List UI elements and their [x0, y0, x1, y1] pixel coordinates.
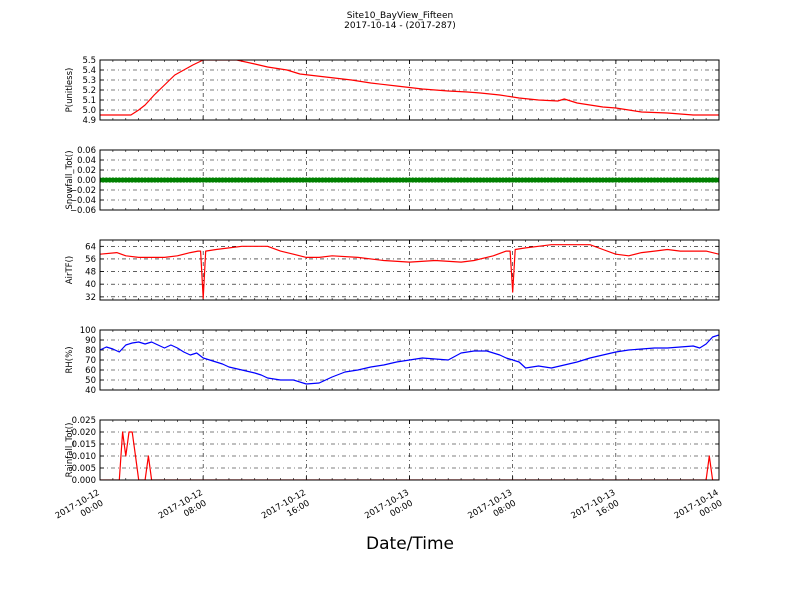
y-tick-label: 4.9 [82, 116, 96, 126]
series-1 [100, 177, 719, 183]
y-tick-label: 80 [85, 346, 96, 356]
y-tick-label: 0.010 [72, 452, 96, 462]
data-point [716, 177, 719, 183]
y-tick-label: 5.0 [82, 106, 96, 116]
y-tick-label: 90 [85, 336, 96, 346]
y-tick-label: 5.3 [82, 76, 96, 86]
y-tick-label: 0.06 [77, 146, 96, 156]
x-tick-label: 2017-10-1316:00 [570, 488, 623, 531]
y-tick-label: 56 [85, 255, 96, 265]
y-tick-label: 5.4 [82, 66, 96, 76]
y-tick-label: 0.005 [72, 464, 96, 474]
y-axis-label-1: Snowfall_Tot() [65, 150, 75, 209]
y-tick-label: 100 [80, 326, 96, 336]
y-tick-label: 0.025 [72, 416, 96, 426]
data-line-0 [100, 60, 719, 116]
panel-frame-2 [99, 239, 720, 301]
x-tick-label: 2017-10-1308:00 [466, 488, 519, 531]
x-tick-label: 2017-10-1300:00 [363, 488, 416, 531]
y-tick-label: 0.000 [72, 476, 96, 486]
x-tick-label: 2017-10-1400:00 [673, 488, 726, 531]
y-tick-label: 70 [85, 356, 96, 366]
x-tick-label: 2017-10-1208:00 [157, 488, 210, 531]
y-tick-label: 0.00 [77, 176, 96, 186]
series-3 [100, 334, 719, 385]
y-tick-label: −0.04 [70, 196, 96, 206]
panel-frame-1 [99, 149, 720, 211]
y-tick-label: 40 [85, 280, 96, 290]
y-tick-label: 5.1 [82, 96, 96, 106]
data-line-3 [100, 334, 719, 385]
panel-frame-4 [99, 419, 720, 481]
y-tick-label: −0.06 [70, 206, 96, 216]
y-tick-label: 40 [85, 386, 96, 396]
panel-1: −0.06−0.04−0.020.000.020.040.06Snowfall_… [65, 146, 720, 216]
data-line-4 [100, 431, 719, 480]
y-axis-label-2: AirTF() [65, 256, 75, 284]
panel-frame-0 [99, 59, 720, 121]
y-tick-label: 32 [85, 293, 96, 303]
y-tick-label: 0.020 [72, 428, 96, 438]
y-tick-label: 0.04 [77, 156, 96, 166]
y-tick-label: 0.015 [72, 440, 96, 450]
x-tick-label: 2017-10-1200:00 [54, 488, 107, 531]
series-4 [100, 431, 719, 480]
y-tick-label: 50 [85, 376, 96, 386]
series-0 [100, 60, 719, 116]
series-2 [100, 244, 719, 299]
y-tick-label: 5.2 [82, 86, 96, 96]
x-tick-label: 2017-10-1216:00 [260, 488, 313, 531]
panel-0: 4.95.05.15.25.35.45.5 P(unitless) [65, 56, 720, 126]
panel-2: 32 40 48 56 64 AirTF() [65, 239, 720, 303]
y-tick-label: 48 [85, 268, 96, 278]
y-axis-label-4: Rainfall_Tot() [65, 423, 75, 478]
y-tick-label: 5.5 [82, 56, 96, 66]
y-tick-label: 0.02 [77, 166, 96, 176]
y-tick-label: −0.02 [70, 186, 96, 196]
chart-title: Site10_BayView_Fifteen [346, 11, 454, 21]
y-axis-label-3: RH(%) [65, 346, 75, 373]
chart-subtitle: 2017-10-14 - (2017-287) [344, 21, 456, 31]
y-axis-label-0: P(unitless) [65, 68, 75, 113]
y-tick-label: 64 [85, 242, 96, 252]
x-axis-label: Date/Time [366, 534, 454, 554]
data-line-2 [100, 244, 719, 299]
panel-4: 0.000 0.005 0.010 0.015 0.020 0.025Rainfall_T… [65, 416, 720, 486]
panel-frame-3 [99, 329, 720, 391]
y-tick-label: 60 [85, 366, 96, 376]
